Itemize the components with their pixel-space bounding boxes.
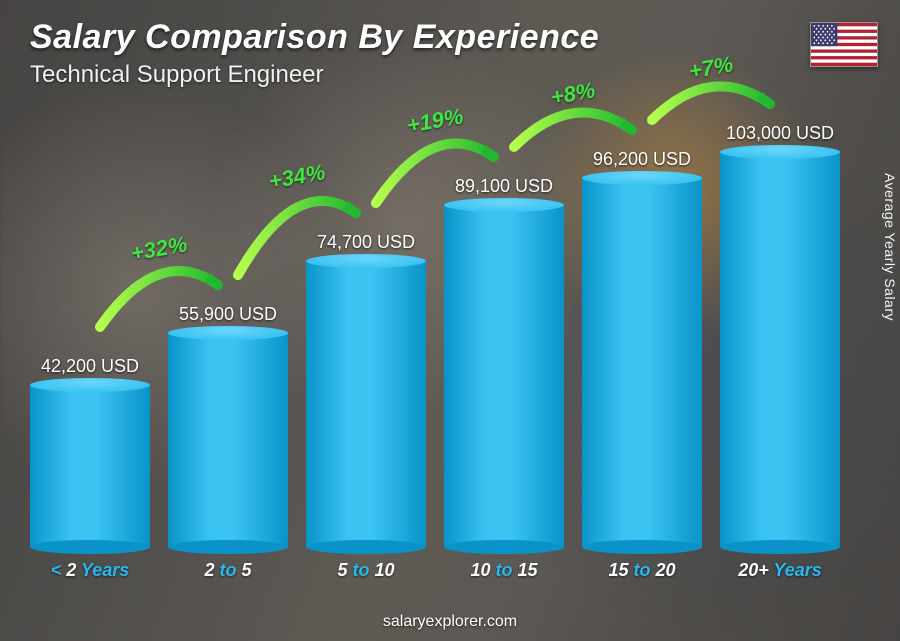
bar-chart: 42,200 USD 55,900 USD 74,700 USD 89,100 USD… <box>30 110 840 581</box>
bar-value-label: 96,200 USD <box>593 149 691 170</box>
y-axis-label: Average Yearly Salary <box>882 173 898 321</box>
x-axis-label: 20+ Years <box>720 560 840 581</box>
x-axis-label: 2 to 5 <box>168 560 288 581</box>
bar-top-ellipse <box>720 145 840 159</box>
bar-front <box>582 178 702 547</box>
chart-subtitle: Technical Support Engineer <box>30 61 599 89</box>
bar-bottom-ellipse <box>720 540 840 554</box>
bar-body <box>306 261 426 547</box>
bar-body <box>720 152 840 547</box>
bar-front <box>30 385 150 547</box>
bar-top-ellipse <box>306 254 426 268</box>
bar-bottom-ellipse <box>306 540 426 554</box>
bar-body <box>168 333 288 547</box>
bar-value-label: 74,700 USD <box>317 232 415 253</box>
x-axis-label: < 2 Years <box>30 560 150 581</box>
bar-bottom-ellipse <box>30 540 150 554</box>
x-axis-label: 5 to 10 <box>306 560 426 581</box>
bar-front <box>306 261 426 547</box>
bar-top-ellipse <box>582 171 702 185</box>
bars-container: 42,200 USD 55,900 USD 74,700 USD 89,100 USD… <box>30 110 840 547</box>
bar: 55,900 USD <box>168 304 288 547</box>
bar-value-label: 89,100 USD <box>455 176 553 197</box>
bar-body <box>582 178 702 547</box>
bar: 89,100 USD <box>444 176 564 547</box>
bar-value-label: 103,000 USD <box>726 123 834 144</box>
bar-front <box>168 333 288 547</box>
footer-attribution: salaryexplorer.com <box>0 613 900 631</box>
bar-top-ellipse <box>444 198 564 212</box>
x-axis: < 2 Years 2 to 5 5 to 10 10 to 15 15 to 20 20… <box>30 560 840 581</box>
bar-value-label: 55,900 USD <box>179 304 277 325</box>
bar: 42,200 USD <box>30 356 150 547</box>
bar-top-ellipse <box>30 378 150 392</box>
country-flag-icon <box>810 22 878 67</box>
bar: 96,200 USD <box>582 149 702 547</box>
x-axis-label: 15 to 20 <box>582 560 702 581</box>
bar-body <box>444 205 564 547</box>
x-axis-label: 10 to 15 <box>444 560 564 581</box>
bar-body <box>30 385 150 547</box>
bar-bottom-ellipse <box>444 540 564 554</box>
bar-value-label: 42,200 USD <box>41 356 139 377</box>
bar-front <box>720 152 840 547</box>
bar-bottom-ellipse <box>582 540 702 554</box>
bar-front <box>444 205 564 547</box>
bar-bottom-ellipse <box>168 540 288 554</box>
bar-top-ellipse <box>168 326 288 340</box>
bar: 103,000 USD <box>720 123 840 547</box>
chart-title: Salary Comparison By Experience <box>30 18 599 57</box>
bar: 74,700 USD <box>306 232 426 547</box>
title-block: Salary Comparison By Experience Technica… <box>30 18 599 89</box>
